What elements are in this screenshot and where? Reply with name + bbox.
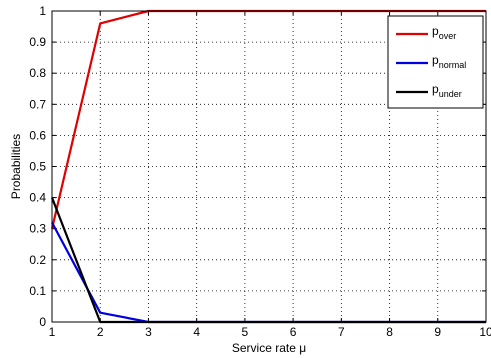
legend-label-subscript: under	[439, 89, 462, 99]
y-tick-label: 0.2	[29, 253, 46, 267]
y-tick-label: 1	[39, 4, 46, 18]
y-axis-ticks: 0 0.1 0.2 0.3 0.4 0.5 0.6 0.7 0.8 0.9 1	[29, 4, 486, 329]
x-tick-label: 4	[193, 325, 200, 339]
legend-label-subscript: over	[439, 31, 457, 41]
x-tick-label: 5	[242, 325, 249, 339]
legend-label: p	[432, 82, 439, 96]
x-axis-label: Service rate μ	[232, 341, 306, 355]
legend-entry-under: punder	[432, 82, 462, 99]
x-tick-label: 7	[338, 325, 345, 339]
legend-entry-normal: pnormal	[432, 53, 466, 70]
y-axis-label: Probabilities	[9, 134, 23, 199]
plot-border	[51, 10, 487, 323]
grid-lines	[52, 11, 486, 322]
x-axis-ticks: 1 2 3 4 5 6 7 8 9 10	[49, 11, 491, 339]
y-tick-label: 0.9	[29, 35, 46, 49]
legend-entry-over: pover	[432, 24, 456, 41]
y-tick-label: 0.5	[29, 160, 46, 174]
y-tick-label: 0.8	[29, 66, 46, 80]
x-tick-label: 10	[479, 325, 491, 339]
x-tick-label: 3	[145, 325, 152, 339]
y-tick-label: 0.4	[29, 191, 46, 205]
x-tick-label: 1	[49, 325, 56, 339]
x-tick-label: 6	[290, 325, 297, 339]
legend-label: p	[432, 53, 439, 67]
y-tick-label: 0.6	[29, 128, 46, 142]
legend-label-subscript: normal	[439, 60, 467, 70]
y-tick-label: 0.3	[29, 222, 46, 236]
y-tick-label: 0.1	[29, 284, 46, 298]
y-tick-label: 0	[39, 315, 46, 329]
x-tick-label: 2	[97, 325, 104, 339]
y-tick-label: 0.7	[29, 97, 46, 111]
x-tick-label: 9	[434, 325, 441, 339]
x-tick-label: 8	[386, 325, 393, 339]
legend-label: p	[432, 24, 439, 38]
